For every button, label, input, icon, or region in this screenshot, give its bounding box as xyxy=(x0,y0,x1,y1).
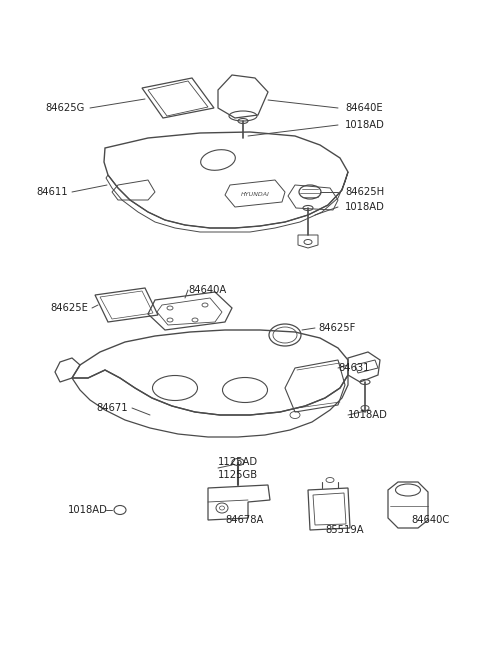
Text: 84625G: 84625G xyxy=(46,103,85,113)
Text: 84640C: 84640C xyxy=(411,515,449,525)
Text: 1125GB: 1125GB xyxy=(218,470,258,480)
Text: 84611: 84611 xyxy=(36,187,68,197)
Text: 84631: 84631 xyxy=(338,363,370,373)
Text: HYUNDAI: HYUNDAI xyxy=(240,191,269,196)
Text: 1018AD: 1018AD xyxy=(348,410,388,420)
Text: 84625H: 84625H xyxy=(345,187,384,197)
Text: 1018AD: 1018AD xyxy=(345,120,385,130)
Text: 1018AD: 1018AD xyxy=(68,505,108,515)
Text: 84640E: 84640E xyxy=(345,103,383,113)
Text: 84625F: 84625F xyxy=(318,323,355,333)
Text: 84678A: 84678A xyxy=(226,515,264,525)
Text: 85519A: 85519A xyxy=(326,525,364,535)
Text: 84640A: 84640A xyxy=(188,285,226,295)
Text: 1018AD: 1018AD xyxy=(345,202,385,212)
Text: 1125AD: 1125AD xyxy=(218,457,258,467)
Text: 84625E: 84625E xyxy=(50,303,88,313)
Text: 84671: 84671 xyxy=(96,403,128,413)
